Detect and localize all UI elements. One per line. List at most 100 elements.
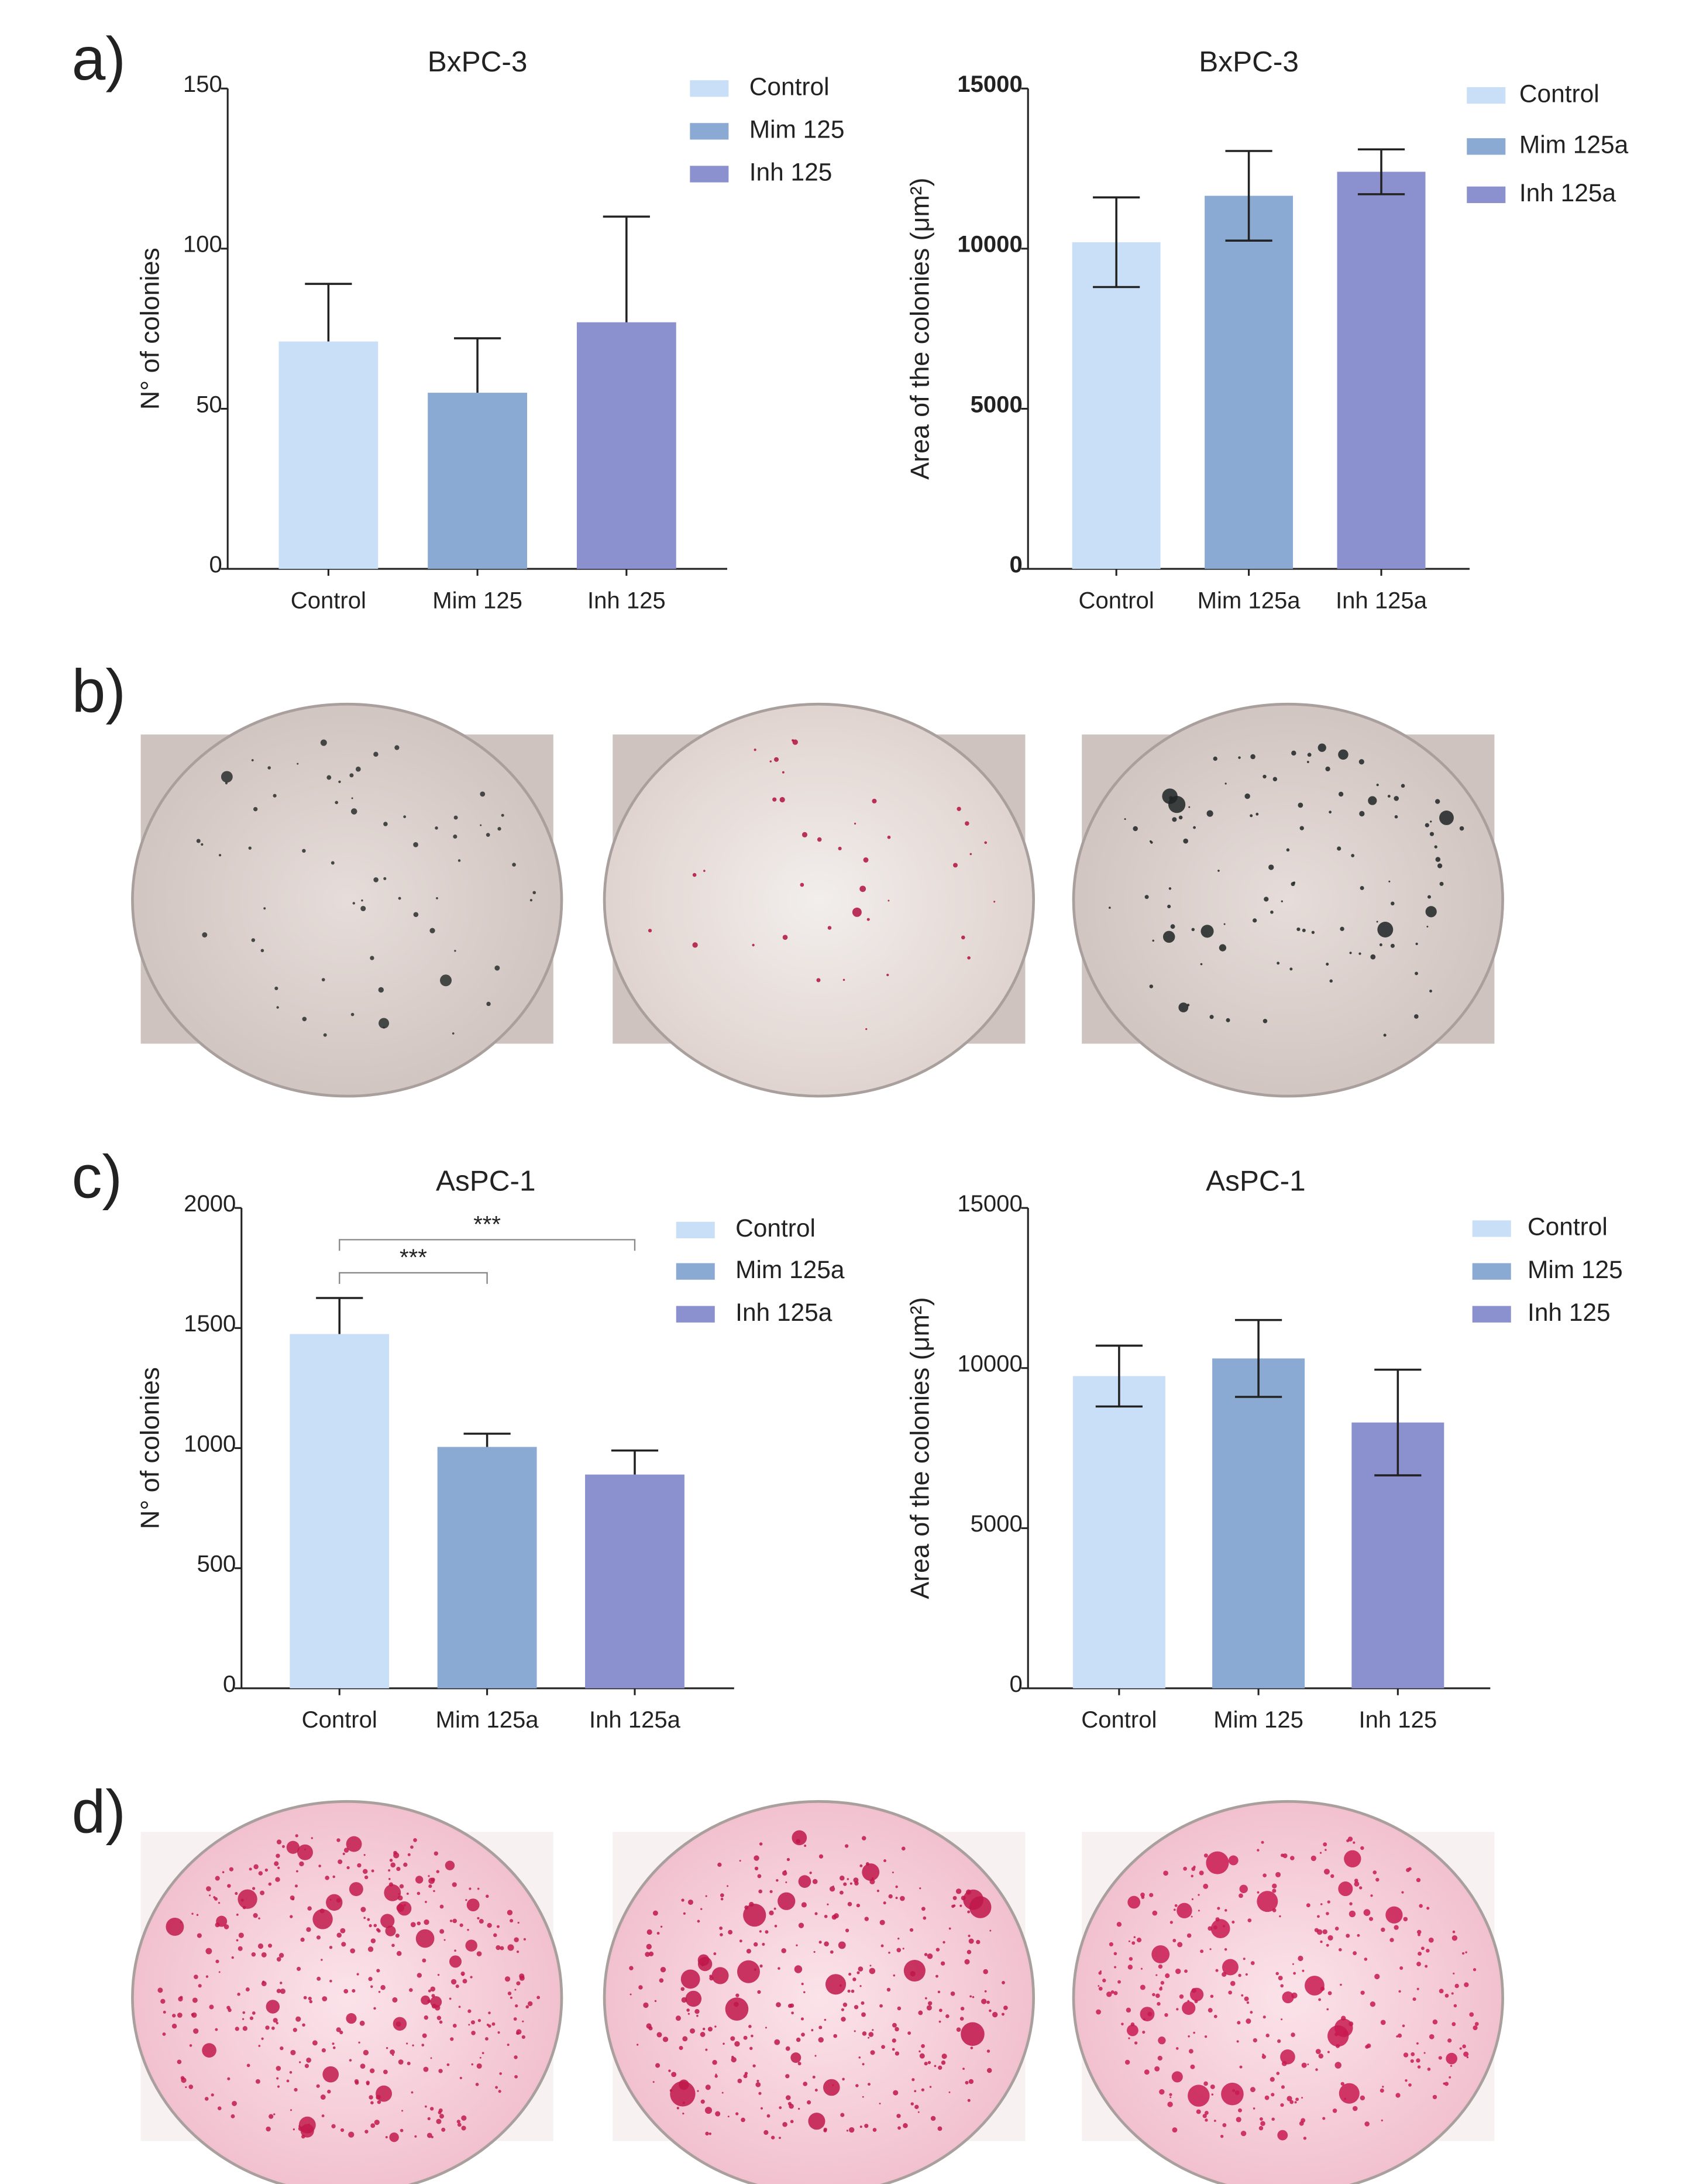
colony: [439, 2114, 445, 2119]
colony: [1326, 1912, 1329, 1915]
colony: [1219, 944, 1227, 952]
colony: [842, 2077, 845, 2081]
colony: [1272, 1908, 1277, 1912]
colony: [521, 2035, 525, 2039]
panel-label: b): [72, 657, 126, 724]
colony: [1444, 1993, 1449, 1998]
colony: [1360, 885, 1364, 890]
colony: [516, 1950, 520, 1953]
chart-title: BxPC-3: [428, 46, 528, 78]
colony: [1338, 1881, 1353, 1897]
colony: [1280, 2049, 1295, 2065]
colony: [373, 751, 379, 757]
y-tick-label: 10000: [957, 1351, 1022, 1377]
colony: [1265, 2034, 1270, 2038]
colony: [1178, 1002, 1189, 1012]
colony: [431, 1994, 435, 1998]
colony: [1327, 1900, 1330, 1904]
colony: [842, 978, 845, 981]
colony: [963, 1889, 983, 1910]
colony: [1204, 2035, 1208, 2038]
colony: [791, 2011, 794, 2015]
colony: [1434, 845, 1437, 849]
colony: [646, 2023, 652, 2029]
colony: [1179, 1994, 1184, 1999]
colony: [749, 2046, 753, 2051]
colony: [479, 1919, 484, 1924]
colony: [486, 1894, 489, 1898]
colony: [415, 1876, 424, 1884]
colony: [841, 2008, 844, 2011]
colony: [410, 1845, 414, 1849]
colony: [1379, 943, 1382, 946]
y-tick-label: 15000: [957, 71, 1022, 97]
colony: [248, 846, 252, 850]
colony: [249, 2016, 254, 2020]
colony: [307, 1906, 312, 1911]
colony: [727, 1885, 729, 1887]
colony: [687, 1899, 693, 1905]
colony: [804, 1844, 807, 1847]
colony: [1280, 1984, 1284, 1988]
colony: [1401, 784, 1405, 788]
colony: [295, 1870, 298, 1873]
colony: [765, 2027, 767, 2029]
y-tick-label: 1000: [184, 1431, 236, 1457]
colony: [1459, 2047, 1462, 2050]
colony: [470, 2020, 475, 2025]
colony: [1363, 1909, 1371, 1917]
colony: [748, 2025, 752, 2028]
panel-label: d): [72, 1778, 126, 1846]
colony: [927, 2061, 931, 2065]
colony: [1419, 1904, 1423, 1908]
colony: [1213, 1925, 1217, 1929]
colony: [1325, 1849, 1327, 1851]
colony: [704, 2107, 713, 2114]
colony: [817, 837, 822, 842]
colony: [652, 1910, 658, 1916]
colony: [638, 1985, 643, 1990]
colony: [1432, 2094, 1437, 2100]
colony: [952, 1895, 957, 1900]
legend-label: Control: [1528, 1213, 1608, 1241]
colony: [969, 1995, 972, 1998]
colony: [1346, 1934, 1350, 1938]
colony: [1222, 2123, 1227, 2127]
error-bar: [305, 283, 352, 342]
colony: [868, 2032, 874, 2037]
colony: [694, 2009, 700, 2014]
colony: [924, 1997, 927, 2000]
colony: [1213, 2014, 1217, 2018]
colony: [652, 2081, 655, 2083]
colony: [1168, 887, 1172, 890]
colony: [399, 1884, 404, 1889]
colony: [773, 1907, 776, 1910]
colony: [679, 2045, 683, 2050]
colony: [1127, 2024, 1138, 2037]
colony: [1257, 1891, 1260, 1894]
colony: [839, 1984, 842, 1987]
colony: [1391, 901, 1395, 906]
bar: [428, 393, 528, 569]
colony: [1347, 1836, 1353, 1842]
colony: [814, 2089, 818, 2092]
colony: [701, 1963, 704, 1967]
colony: [792, 1830, 807, 1846]
legend-label: Inh 125: [1528, 1299, 1611, 1326]
colony: [809, 1871, 812, 1874]
colony: [682, 2112, 684, 2115]
colony: [452, 1882, 457, 1887]
colony: [514, 1937, 519, 1942]
colony: [1264, 897, 1269, 902]
colony: [1272, 1888, 1277, 1893]
colony: [983, 1969, 988, 1974]
colony: [180, 2076, 185, 2080]
colony: [346, 1866, 350, 1870]
legend-swatch: [676, 1221, 715, 1239]
colony: [499, 2072, 502, 2075]
colony: [1403, 2052, 1409, 2058]
colony: [388, 1869, 391, 1872]
colony: [460, 1971, 465, 1976]
colony: [1375, 1877, 1380, 1882]
colony: [681, 1997, 687, 2003]
